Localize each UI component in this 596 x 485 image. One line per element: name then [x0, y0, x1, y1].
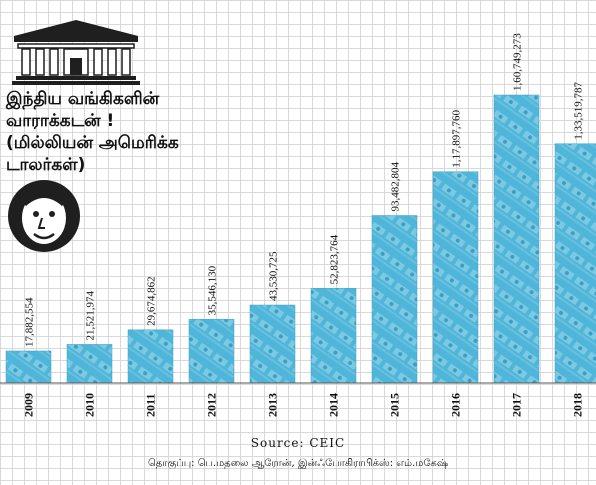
category-label-2013: 2013 [266, 393, 280, 417]
bar-2010 [66, 344, 113, 384]
value-label-2016: 1,17,897,760 [451, 110, 463, 168]
category-label-2012: 2012 [205, 393, 219, 417]
chart-title: இந்திய வங்கிகளின் வாராக்கடன் ! (மில்லியன… [6, 88, 266, 176]
value-label-2017: 1,60,749,273 [512, 33, 524, 91]
value-label-2010: 21,521,974 [85, 290, 97, 340]
bar-2011 [127, 329, 174, 384]
bar-2009 [5, 350, 52, 384]
category-label-2011: 2011 [144, 394, 158, 417]
title-line: டாலர்கள்) [6, 155, 86, 175]
credit-text: தொகுப்பு: பெ.மதலை ஆரோன், இன்ஃபோகிராபிக்ஸ… [147, 458, 449, 469]
value-label-2018: 1,33,519,787 [573, 82, 585, 140]
title-line: வாராக்கடன் ! [6, 111, 115, 131]
bar-2014 [310, 288, 357, 384]
bar-2018 [554, 143, 596, 384]
category-label-2010: 2010 [83, 393, 97, 417]
category-label-2015: 2015 [388, 393, 402, 417]
category-label-2018: 2018 [571, 393, 585, 417]
value-label-2013: 43,530,725 [268, 251, 280, 301]
source-text: Source: CEIC [250, 436, 346, 450]
bar-2017 [493, 94, 540, 384]
category-label-2014: 2014 [327, 393, 341, 417]
category-label-2009: 2009 [22, 393, 36, 417]
value-label-2009: 17,882,554 [24, 297, 36, 347]
value-label-2012: 35,546,130 [207, 265, 219, 315]
bar-2012 [188, 319, 235, 384]
bank-building-icon [12, 20, 140, 85]
title-line: இந்திய வங்கிகளின் [6, 89, 160, 109]
bar-2013 [249, 304, 296, 384]
bar-2015 [371, 215, 418, 384]
mascot-face-icon [8, 180, 80, 252]
value-label-2014: 52,823,764 [329, 234, 341, 284]
value-label-2015: 93,482,804 [390, 162, 402, 212]
category-label-2017: 2017 [510, 393, 524, 417]
category-label-2016: 2016 [449, 393, 463, 417]
title-line: (மில்லியன் அமெரிக்க [6, 133, 179, 153]
value-label-2011: 29,674,862 [146, 276, 158, 326]
bar-2016 [432, 171, 479, 384]
